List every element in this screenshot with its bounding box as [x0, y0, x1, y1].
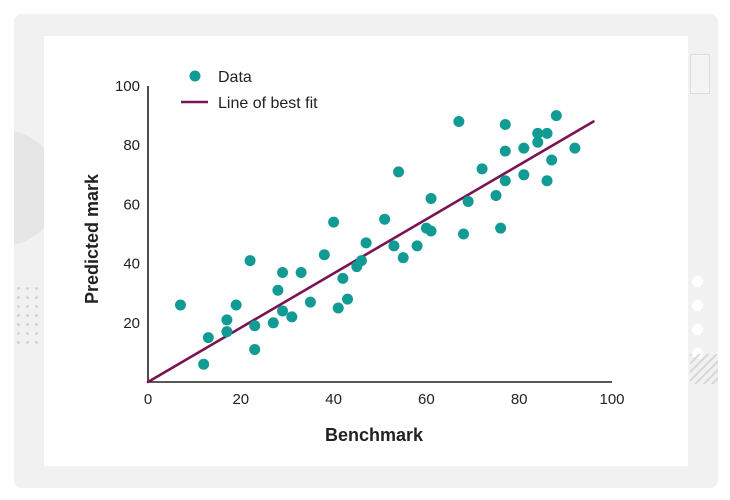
data-point: [453, 116, 465, 128]
data-point: [499, 175, 511, 187]
data-points: [174, 110, 581, 370]
data-point: [221, 314, 233, 326]
x-tick-label: 40: [325, 391, 342, 408]
data-point: [198, 358, 210, 370]
decorative-hatch: [690, 354, 718, 384]
data-point: [249, 343, 261, 355]
data-point: [550, 110, 562, 122]
data-point: [425, 192, 437, 204]
data-point: [397, 252, 409, 264]
data-point: [267, 317, 279, 329]
data-point: [277, 266, 289, 278]
data-point: [495, 222, 507, 234]
data-point: [342, 293, 354, 305]
data-point: [541, 175, 553, 187]
decorative-dots: [686, 276, 718, 376]
chart-card: 0 20 40 60 80 100 20 40 60 80 100 Benchmark Predic…: [44, 36, 688, 466]
data-point: [272, 284, 284, 296]
axes: [147, 86, 612, 383]
data-point: [411, 240, 423, 252]
tick-labels: 0 20 40 60 80 100 20 40 60 80 100: [115, 78, 625, 408]
legend-dot-icon: [189, 70, 201, 82]
data-point: [499, 145, 511, 157]
y-tick-label: 100: [115, 78, 140, 95]
x-tick-label: 0: [144, 391, 152, 408]
legend-label-data: Data: [218, 69, 252, 86]
y-axis-title: Predicted mark: [82, 173, 102, 304]
data-point: [318, 249, 330, 261]
data-point: [244, 255, 256, 267]
data-point: [230, 299, 242, 311]
x-tick-label: 80: [511, 391, 528, 408]
data-point: [425, 225, 437, 237]
data-point: [332, 302, 344, 314]
data-point: [518, 142, 530, 154]
data-point: [388, 240, 400, 252]
y-tick-label: 40: [123, 256, 140, 273]
x-tick-label: 100: [599, 391, 624, 408]
data-point: [355, 255, 367, 267]
data-point: [328, 216, 340, 228]
fit-line-group: [146, 120, 595, 384]
data-point: [221, 326, 233, 338]
data-point: [379, 213, 391, 225]
data-point: [490, 190, 502, 202]
data-point: [476, 163, 488, 175]
x-axis-title: Benchmark: [325, 425, 424, 445]
data-point: [286, 311, 298, 323]
legend: Data Line of best fit: [181, 69, 318, 112]
x-tick-label: 20: [232, 391, 249, 408]
scatter-chart: 0 20 40 60 80 100 20 40 60 80 100 Benchmark Predic…: [82, 69, 625, 445]
y-tick-label: 20: [123, 315, 140, 332]
data-point: [393, 166, 405, 178]
data-point: [462, 195, 474, 207]
y-tick-label: 60: [123, 196, 140, 213]
data-point: [499, 118, 511, 130]
data-point: [569, 142, 581, 154]
fit-line: [146, 120, 595, 384]
data-point: [360, 237, 372, 249]
data-point: [518, 169, 530, 181]
legend-label-fit: Line of best fit: [218, 95, 318, 112]
data-point: [304, 296, 316, 308]
data-point: [277, 305, 289, 317]
data-point: [541, 127, 553, 139]
decorative-box: [690, 54, 710, 94]
data-point: [202, 332, 214, 344]
data-point: [458, 228, 470, 240]
data-point: [174, 299, 186, 311]
data-point: [337, 272, 349, 284]
data-point: [532, 136, 544, 148]
data-point: [295, 266, 307, 278]
x-tick-label: 60: [418, 391, 435, 408]
data-point: [249, 320, 261, 332]
data-point: [546, 154, 558, 166]
data-point: [532, 127, 544, 139]
y-tick-label: 80: [123, 137, 140, 154]
